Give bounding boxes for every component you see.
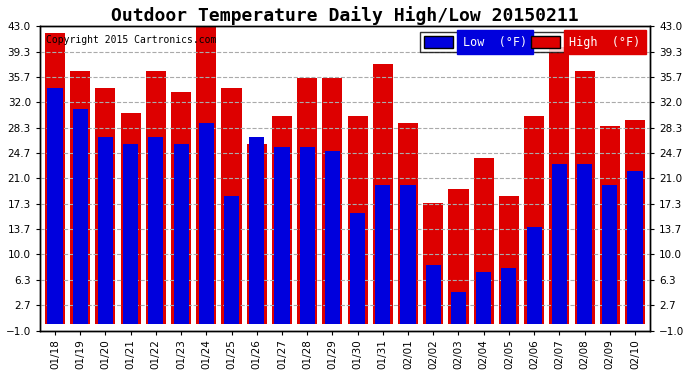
Bar: [473, 158, 494, 324]
Bar: [98, 137, 113, 324]
Bar: [272, 116, 292, 324]
Bar: [275, 147, 290, 324]
Bar: [246, 144, 267, 324]
Bar: [577, 165, 592, 324]
Bar: [451, 292, 466, 324]
Bar: [350, 213, 365, 324]
Bar: [625, 120, 645, 324]
Bar: [299, 147, 315, 324]
Bar: [123, 144, 138, 324]
Bar: [499, 196, 519, 324]
Bar: [221, 88, 242, 324]
Bar: [600, 126, 620, 324]
Bar: [45, 33, 65, 324]
Bar: [423, 202, 444, 324]
Bar: [224, 196, 239, 324]
Bar: [148, 137, 164, 324]
Legend: Low  (°F), High  (°F): Low (°F), High (°F): [420, 32, 644, 52]
Bar: [70, 71, 90, 324]
Bar: [476, 272, 491, 324]
Bar: [249, 137, 264, 324]
Text: Copyright 2015 Cartronics.com: Copyright 2015 Cartronics.com: [46, 35, 216, 45]
Bar: [95, 88, 115, 324]
Bar: [72, 109, 88, 324]
Bar: [146, 71, 166, 324]
Bar: [426, 265, 441, 324]
Bar: [602, 185, 618, 324]
Bar: [549, 47, 569, 324]
Bar: [400, 185, 415, 324]
Bar: [196, 19, 217, 324]
Bar: [398, 123, 418, 324]
Bar: [524, 116, 544, 324]
Bar: [502, 268, 517, 324]
Bar: [325, 151, 340, 324]
Bar: [627, 171, 642, 324]
Bar: [297, 78, 317, 324]
Bar: [171, 92, 191, 324]
Title: Outdoor Temperature Daily High/Low 20150211: Outdoor Temperature Daily High/Low 20150…: [111, 6, 579, 24]
Bar: [199, 123, 214, 324]
Bar: [121, 112, 141, 324]
Bar: [348, 116, 368, 324]
Bar: [375, 185, 391, 324]
Bar: [173, 144, 188, 324]
Bar: [48, 88, 63, 324]
Bar: [526, 227, 542, 324]
Bar: [448, 189, 469, 324]
Bar: [322, 78, 342, 324]
Bar: [575, 71, 595, 324]
Bar: [373, 64, 393, 324]
Bar: [552, 165, 567, 324]
